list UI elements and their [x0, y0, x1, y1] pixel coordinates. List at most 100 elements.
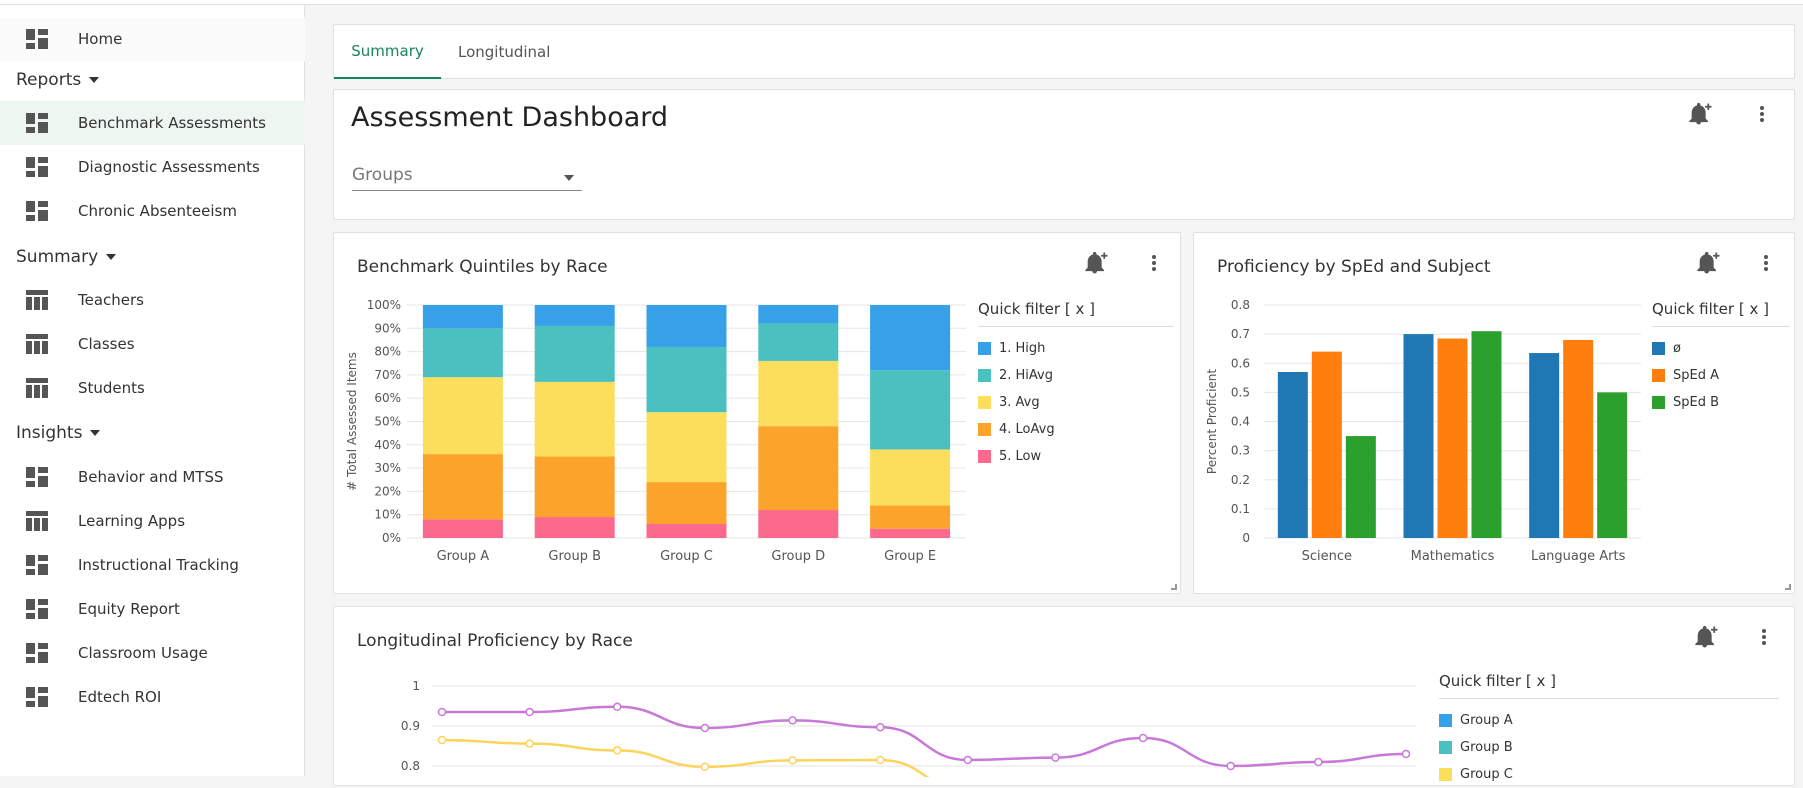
sidebar: Home Reports Benchmark Assessments Diagn… [0, 5, 305, 776]
kebab-dot [1152, 267, 1156, 271]
section-reports[interactable]: Reports [16, 70, 100, 90]
quick-filter[interactable]: Quick filter [ x ] [978, 300, 1174, 327]
legend-label: 2. HiAvg [999, 368, 1053, 383]
sidebar-item-label: Benchmark Assessments [78, 114, 266, 132]
dashboard-icon [26, 201, 48, 221]
quick-filter[interactable]: Quick filter [ x ] [1439, 672, 1779, 699]
top-bar [0, 0, 1803, 5]
legend-label: SpEd B [1673, 395, 1720, 410]
data-point [525, 707, 534, 717]
more-options-button[interactable] [1752, 249, 1780, 277]
sidebar-item-home[interactable]: Home [0, 17, 305, 61]
dashboard-icon [26, 555, 48, 575]
x-tick-label: Group D [771, 549, 825, 564]
more-options-button[interactable] [1750, 623, 1778, 651]
bar-segment [646, 482, 727, 525]
x-tick-label: Group B [548, 549, 601, 564]
resize-handle[interactable] [1785, 584, 1791, 590]
y-tick-label: 1 [412, 679, 420, 693]
bar-segment [422, 519, 503, 538]
sidebar-item-chronic-absenteeism[interactable]: Chronic Absenteeism [0, 189, 305, 233]
sidebar-item-label: Chronic Absenteeism [78, 202, 237, 220]
y-tick-label: 10% [374, 508, 401, 522]
legend-item[interactable]: 1. High [978, 335, 1174, 362]
y-tick-label: 100% [367, 298, 401, 312]
sidebar-item-learning-apps[interactable]: Learning Apps [0, 499, 305, 543]
data-point [963, 755, 973, 765]
legend-swatch [1652, 369, 1665, 382]
section-summary[interactable]: Summary [16, 247, 117, 267]
bar-segment [758, 426, 839, 511]
legend-item[interactable]: 4. LoAvg [978, 416, 1174, 443]
sidebar-item-teachers[interactable]: Teachers [0, 278, 305, 322]
legend-item[interactable]: SpEd A [1652, 362, 1790, 389]
add-alert-button[interactable] [1083, 249, 1111, 277]
bar [1597, 392, 1628, 538]
table-icon [26, 334, 48, 354]
sidebar-item-edtech-roi[interactable]: Edtech ROI [0, 675, 305, 719]
tab-label: Summary [351, 42, 424, 60]
sidebar-item-label: Diagnostic Assessments [78, 158, 260, 176]
series-line [442, 705, 1407, 768]
bar-segment [534, 325, 615, 382]
kebab-dot [1760, 112, 1764, 116]
bar-segment [422, 377, 503, 455]
kebab-dot [1760, 118, 1764, 122]
bell-plus-icon [1085, 251, 1108, 274]
x-tick-label: Mathematics [1411, 549, 1495, 564]
legend-swatch [978, 342, 991, 355]
bar-segment [534, 381, 615, 457]
caret-down-icon [106, 254, 117, 260]
bar-segment [422, 454, 503, 520]
section-insights[interactable]: Insights [16, 423, 101, 443]
data-point [613, 746, 622, 755]
legend-item[interactable]: 5. Low [978, 443, 1174, 470]
sidebar-item-classroom-usage[interactable]: Classroom Usage [0, 631, 305, 675]
legend-item[interactable]: SpEd B [1652, 389, 1790, 416]
tab-summary[interactable]: Summary [334, 25, 441, 79]
bell-plus-icon [1697, 251, 1720, 274]
legend-item[interactable]: Group C [1439, 761, 1779, 788]
more-options-button[interactable] [1140, 249, 1168, 277]
legend-label: Group B [1460, 740, 1513, 755]
add-alert-button[interactable] [1693, 623, 1721, 651]
data-point [437, 707, 447, 717]
add-alert-button[interactable] [1687, 100, 1715, 128]
legend-item[interactable]: 3. Avg [978, 389, 1174, 416]
legend-label: 4. LoAvg [999, 422, 1055, 437]
chart-benchmark-quintiles: 0% 10% 20% 30% 40% 50% 60% 70% 80% 90% 100% # Total… [345, 298, 966, 564]
kebab-dot [1152, 261, 1156, 265]
legend-item[interactable]: ø [1652, 335, 1790, 362]
sidebar-item-diagnostic-assessments[interactable]: Diagnostic Assessments [0, 145, 305, 189]
data-point [1138, 733, 1148, 743]
dashboard-icon [26, 599, 48, 619]
sidebar-item-equity-report[interactable]: Equity Report [0, 587, 305, 631]
tab-longitudinal[interactable]: Longitudinal [458, 25, 558, 79]
legend-item[interactable]: 2. HiAvg [978, 362, 1174, 389]
caret-down-icon [89, 77, 100, 83]
legend-item[interactable]: Group B [1439, 734, 1779, 761]
sidebar-item-behavior-and-mtss[interactable]: Behavior and MTSS [0, 455, 305, 499]
series-line [441, 738, 930, 777]
sidebar-item-classes[interactable]: Classes [0, 322, 305, 366]
y-tick-label: 0.3 [1231, 444, 1250, 458]
sidebar-item-instructional-tracking[interactable]: Instructional Tracking [0, 543, 305, 587]
bar [1277, 371, 1308, 538]
legend-label: 1. High [999, 341, 1046, 356]
groups-select[interactable]: Groups [352, 165, 582, 191]
legend-item[interactable]: Group A [1439, 707, 1779, 734]
quick-filter[interactable]: Quick filter [ x ] [1652, 300, 1790, 327]
kebab-icon [1764, 255, 1768, 259]
resize-handle[interactable] [1171, 584, 1177, 590]
more-options-button[interactable] [1748, 100, 1776, 128]
legend-label: ø [1673, 341, 1681, 356]
data-point [700, 762, 710, 772]
add-alert-button[interactable] [1695, 249, 1723, 277]
section-label: Reports [16, 70, 82, 90]
y-tick-label: 0.4 [1231, 415, 1250, 429]
legend-swatch [978, 369, 991, 382]
sidebar-item-benchmark-assessments[interactable]: Benchmark Assessments [0, 101, 305, 145]
sidebar-item-students[interactable]: Students [0, 366, 305, 410]
legend-swatch [978, 396, 991, 409]
kebab-dot [1764, 267, 1768, 271]
